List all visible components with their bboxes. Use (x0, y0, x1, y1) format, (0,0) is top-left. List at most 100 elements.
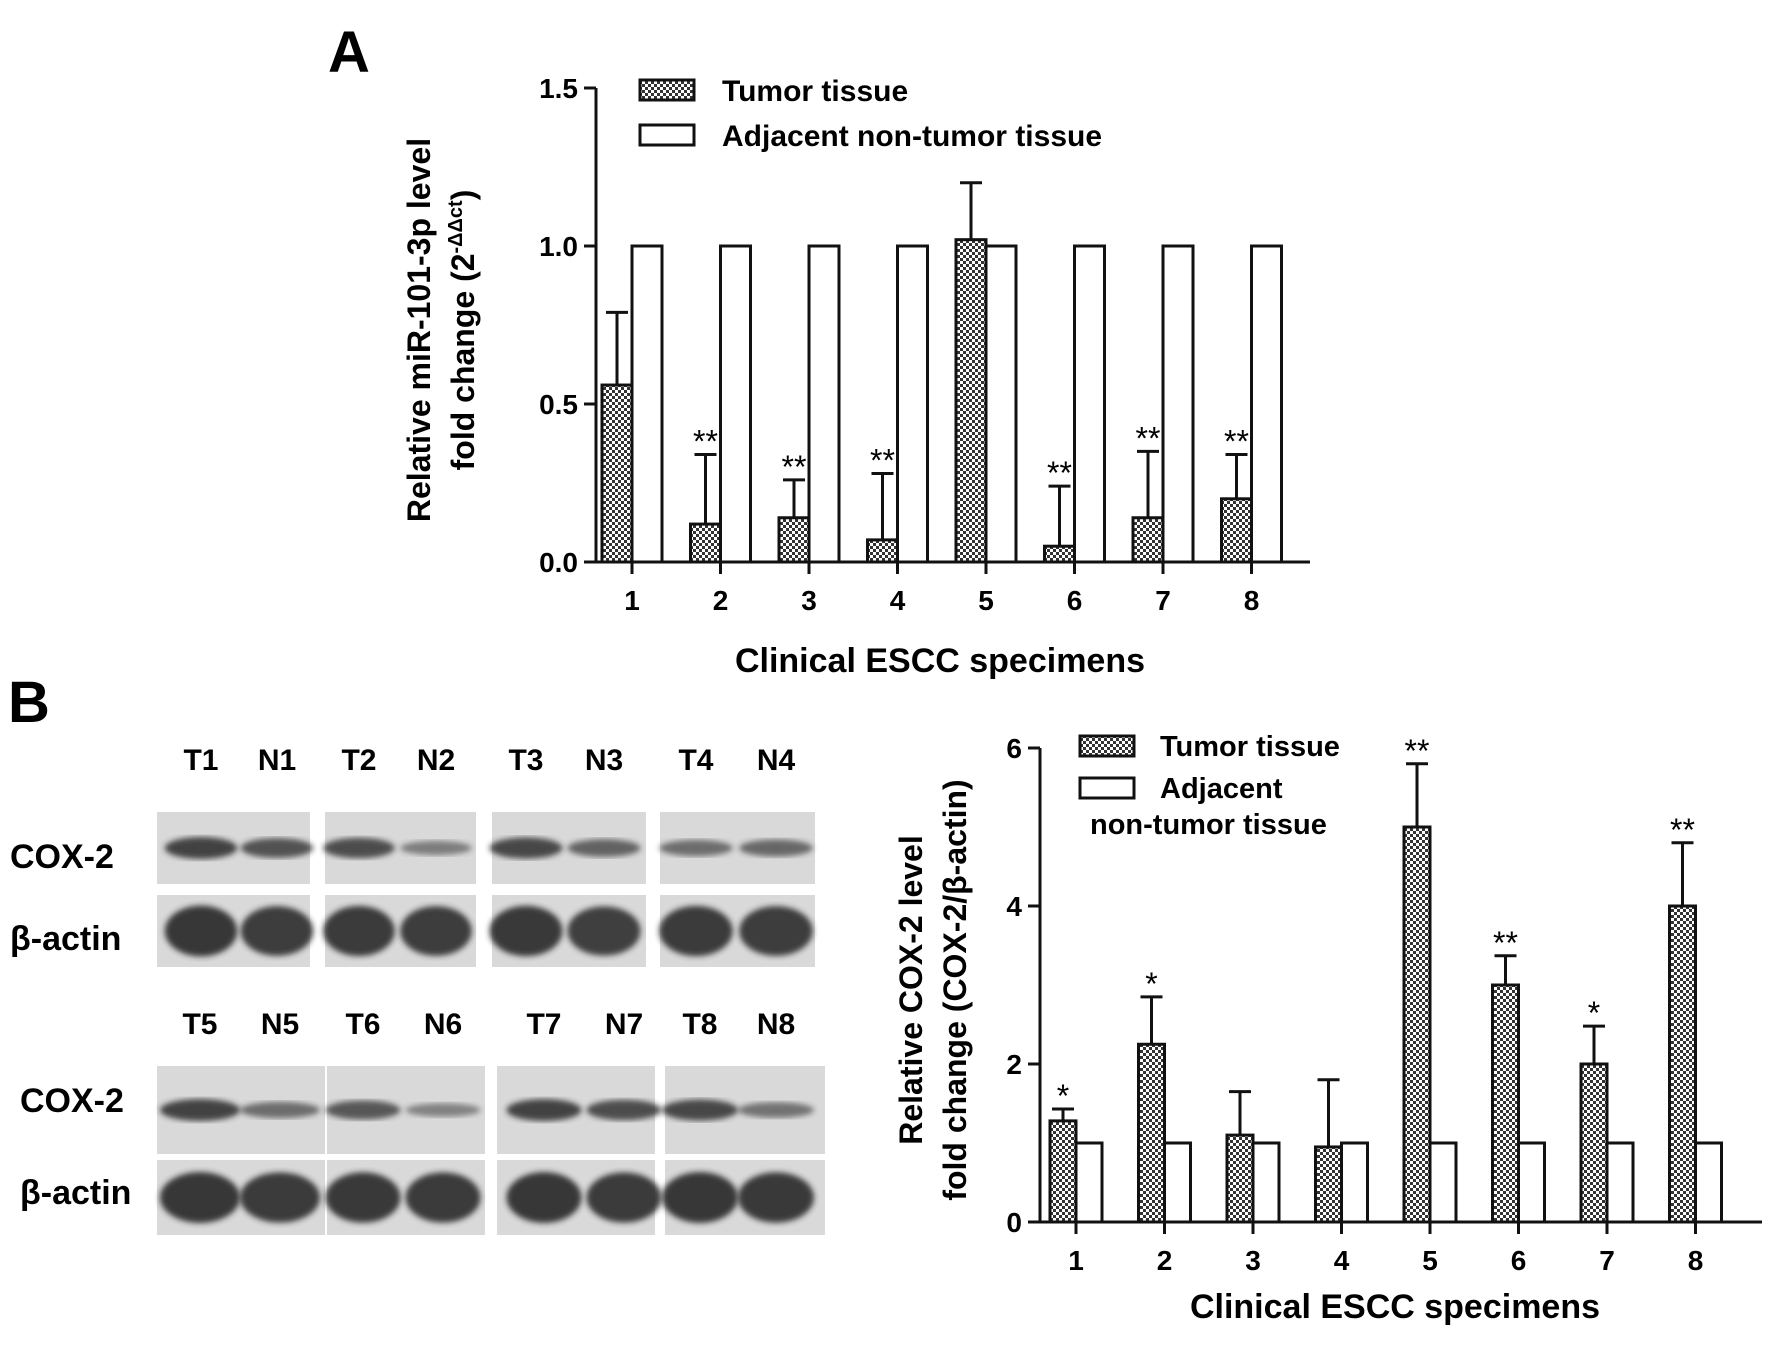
blot-band (325, 1100, 401, 1120)
blot-band (164, 837, 238, 859)
blot-lane-label: T2 (341, 744, 376, 777)
x-tick-label: 6 (1067, 585, 1083, 616)
blot-lane-label: T1 (183, 744, 218, 777)
blot-band (586, 1172, 662, 1223)
x-tick-label: 8 (1688, 1245, 1704, 1276)
blot-lane-label: T3 (508, 744, 543, 777)
y-tick-label: 0.5 (539, 389, 578, 420)
blot-lane-label: N4 (757, 744, 796, 777)
bar-tumor (1137, 1042, 1166, 1224)
blot-lane-label: T4 (678, 744, 713, 777)
blot-row-label: COX-2 (20, 1082, 124, 1120)
blot-band (662, 1172, 738, 1223)
bar-tumor (1048, 1119, 1078, 1224)
y-tick-label: 1.5 (539, 73, 578, 104)
blot-lane-label: N3 (585, 744, 623, 777)
bar-adjacent (1694, 1141, 1723, 1224)
chart-b-xlabel: Clinical ESCC specimens (1190, 1288, 1600, 1326)
significance-label: * (1588, 995, 1600, 1031)
blot-band (325, 1172, 401, 1223)
x-tick-label: 2 (1157, 1245, 1173, 1276)
y-tick-label: 0.0 (539, 547, 578, 578)
blot-lane-label: N2 (417, 744, 455, 777)
blot-band (240, 1101, 320, 1119)
blot-band (405, 1103, 481, 1117)
blot-row-label: COX-2 (10, 838, 114, 876)
blot-band (164, 905, 238, 957)
bar-tumor (1225, 1133, 1255, 1224)
blot-row-label: β-actin (10, 920, 121, 958)
legend-swatch-tumor-b (1078, 734, 1136, 758)
significance-label: * (1057, 1078, 1069, 1114)
significance-label: ** (1136, 420, 1161, 456)
chart-a-ylabel-line1: Relative miR-101-3p level (401, 138, 437, 522)
bar-tumor (1043, 544, 1076, 564)
bar-tumor (1131, 516, 1165, 564)
panel-label-b: B (8, 670, 50, 735)
x-tick-label: 1 (1068, 1245, 1084, 1276)
blot-lane-label: N8 (757, 1008, 795, 1041)
significance-label: ** (1047, 455, 1072, 491)
blot-band (506, 1099, 582, 1121)
blot-band (738, 1172, 814, 1223)
chart-a-ylabel-line2: fold change (2-ΔΔct) (445, 190, 481, 471)
x-tick-label: 7 (1155, 585, 1171, 616)
blot-band (739, 839, 813, 857)
legend-b-line3: non-tumor tissue (1090, 809, 1327, 841)
blot-row-label: β-actin (20, 1174, 131, 1212)
legend-label-tumor: Tumor tissue (722, 75, 908, 108)
legend-swatch-adjacent (638, 123, 696, 147)
panel-label-a: A (328, 20, 370, 85)
bar-tumor (1579, 1062, 1609, 1224)
bar-adjacent (1517, 1141, 1546, 1224)
x-tick-label: 1 (624, 585, 640, 616)
blot-band (662, 1099, 738, 1121)
blot-band (738, 1102, 814, 1118)
chart-a-xlabel: Clinical ESCC specimens (735, 642, 1145, 680)
blot-lane-label: N7 (605, 1008, 643, 1041)
bar-adjacent (1161, 244, 1195, 564)
x-tick-label: 7 (1599, 1245, 1615, 1276)
blot-lane-label: T7 (526, 1008, 561, 1041)
bar-tumor (777, 516, 811, 564)
chart-b-legend: Tumor tissue Adjacent non-tumor tissue (1078, 731, 1340, 841)
blot-band (240, 906, 314, 956)
legend-label-adjacent: Adjacent non-tumor tissue (722, 120, 1102, 153)
bar-tumor (954, 238, 988, 564)
x-tick-label: 2 (713, 585, 729, 616)
legend-b-line1: Tumor tissue (1160, 731, 1340, 763)
bar-adjacent (1340, 1141, 1369, 1224)
blot-band (160, 1099, 240, 1121)
bar-adjacent (630, 244, 664, 564)
blot-band (323, 905, 395, 957)
blot-lane-label: T8 (682, 1008, 717, 1041)
legend-b-line2: Adjacent (1160, 773, 1283, 805)
bar-adjacent (984, 244, 1018, 564)
blot-band (405, 1172, 481, 1223)
bar-tumor (1402, 825, 1432, 1224)
blot-lane-label: N5 (261, 1008, 299, 1041)
blot-band (160, 1172, 240, 1223)
bar-adjacent (896, 244, 929, 564)
chart-a-legend: Tumor tissue Adjacent non-tumor tissue (638, 75, 1102, 153)
y-tick-label: 1.0 (539, 231, 578, 262)
blot-band (567, 906, 641, 956)
x-tick-label: 4 (1334, 1245, 1350, 1276)
y-tick-label: 4 (1006, 891, 1022, 922)
blot-band (659, 905, 733, 957)
blot-band (567, 839, 641, 857)
significance-label: * (1145, 966, 1157, 1002)
y-tick-label: 6 (1006, 733, 1022, 764)
significance-label: ** (1405, 733, 1430, 769)
significance-label: ** (1224, 424, 1249, 460)
bar-adjacent (1250, 244, 1283, 564)
blot-band (240, 838, 314, 858)
bar-tumor (866, 538, 899, 564)
bar-adjacent (719, 244, 752, 564)
blot-band (659, 839, 733, 857)
x-tick-label: 5 (1422, 1245, 1438, 1276)
blot-band (400, 906, 472, 956)
blot-band (400, 840, 472, 856)
bar-adjacent (1073, 244, 1106, 564)
